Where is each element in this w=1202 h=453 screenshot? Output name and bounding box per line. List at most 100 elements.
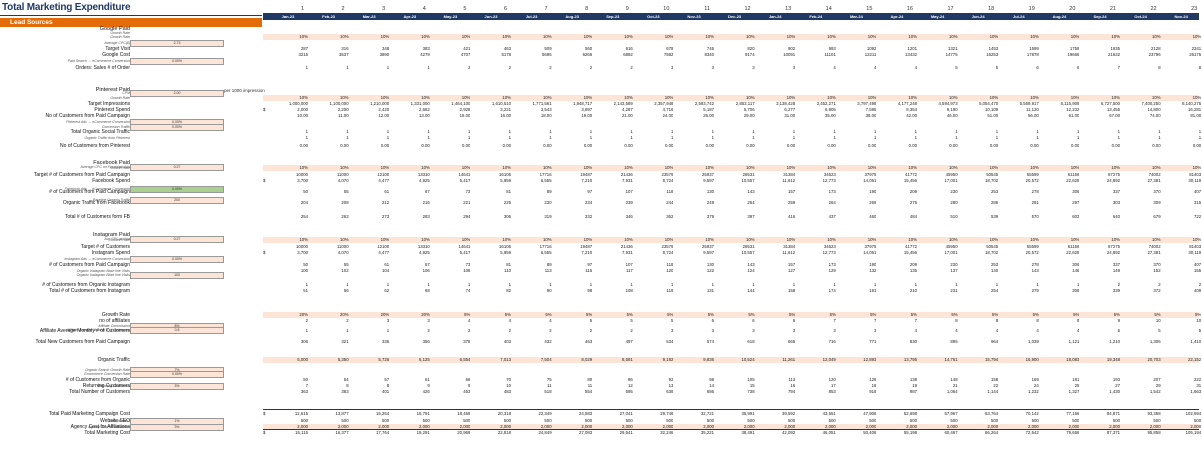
cell-value[interactable]: 500 bbox=[422, 418, 430, 423]
cell-value[interactable]: 5 bbox=[1198, 328, 1202, 333]
cell-value[interactable]: 1 bbox=[589, 129, 593, 134]
cell-value[interactable]: 8 bbox=[386, 383, 390, 388]
cell-value[interactable]: 500 bbox=[706, 418, 714, 423]
cell-value[interactable]: 6 bbox=[792, 318, 796, 323]
cell-value[interactable]: 54 bbox=[343, 377, 349, 382]
cell-value[interactable]: 10% bbox=[908, 165, 917, 170]
cell-value[interactable]: 24,849 bbox=[538, 430, 552, 435]
cell-value[interactable]: 10% bbox=[786, 95, 796, 100]
cell-value[interactable]: 1 bbox=[1077, 282, 1080, 287]
cell-value[interactable]: 157 bbox=[788, 189, 796, 194]
cell-value[interactable]: 337 bbox=[1112, 262, 1120, 267]
cell-value[interactable]: 1 bbox=[346, 65, 349, 70]
cell-value[interactable]: 1,121 bbox=[1068, 339, 1080, 344]
cell-value[interactable]: 4 bbox=[833, 65, 836, 70]
cell-value[interactable]: 10% bbox=[786, 237, 796, 242]
cell-value[interactable]: 1,663 bbox=[1190, 389, 1202, 394]
cell-value[interactable]: 5% bbox=[504, 312, 511, 317]
cell-value[interactable]: 4,925 bbox=[419, 250, 430, 255]
cell-value[interactable]: 306 bbox=[300, 339, 308, 344]
cell-value[interactable]: 0.00 bbox=[340, 143, 349, 148]
cell-value[interactable]: 10% bbox=[745, 95, 755, 100]
cell-value[interactable]: 383 bbox=[422, 46, 430, 51]
cell-value[interactable]: 2 bbox=[305, 318, 308, 323]
cell-value[interactable]: 7,400,250 bbox=[1141, 101, 1161, 106]
cell-value[interactable]: 5% bbox=[545, 312, 552, 317]
cell-value[interactable]: 0.00 bbox=[1192, 143, 1202, 148]
cell-value[interactable]: 10% bbox=[299, 237, 308, 242]
input-field[interactable]: 0.27 bbox=[130, 164, 224, 171]
cell-value[interactable]: 37975 bbox=[864, 172, 877, 177]
cell-value[interactable]: 10000 bbox=[296, 244, 308, 249]
cell-value[interactable]: 7 bbox=[1117, 65, 1120, 70]
cell-value[interactable]: 1 bbox=[1158, 129, 1161, 134]
cell-value[interactable]: 1 bbox=[752, 282, 755, 287]
cell-value[interactable]: 10% bbox=[542, 165, 552, 170]
cell-value[interactable]: 11,120 bbox=[1025, 107, 1039, 112]
cell-value[interactable]: 108 bbox=[463, 268, 471, 273]
cell-value[interactable]: 10,109 bbox=[985, 107, 999, 112]
input-field[interactable]: 0.00% bbox=[130, 256, 224, 263]
cell-value[interactable]: 918 bbox=[869, 389, 877, 394]
cell-value[interactable]: 0.00 bbox=[989, 143, 999, 148]
cell-value[interactable]: 13432 bbox=[905, 52, 917, 57]
cell-value[interactable]: 303 bbox=[1112, 200, 1120, 205]
cell-value[interactable]: 84,871 bbox=[1106, 411, 1120, 416]
cell-value[interactable]: 6,727,500 bbox=[1100, 101, 1120, 106]
input-field[interactable]: 100 bbox=[130, 272, 224, 279]
cell-value[interactable]: 15 bbox=[749, 383, 755, 388]
cell-value[interactable]: 234 bbox=[585, 200, 593, 205]
cell-value[interactable]: 174 bbox=[828, 288, 836, 293]
cell-value[interactable]: 89 bbox=[546, 189, 552, 194]
cell-value[interactable]: 379 bbox=[706, 214, 714, 219]
cell-value[interactable]: 348 bbox=[382, 46, 390, 51]
cell-value[interactable]: 81 bbox=[506, 189, 511, 194]
cell-value[interactable]: 316 bbox=[341, 46, 349, 51]
cell-value[interactable]: 8,724 bbox=[662, 178, 674, 183]
cell-value[interactable]: 10% bbox=[624, 237, 633, 242]
cell-value[interactable]: 254 bbox=[991, 288, 999, 293]
cell-value[interactable]: 1 bbox=[1117, 135, 1120, 140]
input-field[interactable]: 0.00% bbox=[130, 371, 224, 378]
cell-value[interactable]: 11.00 bbox=[338, 113, 349, 118]
cell-value[interactable]: 7,210 bbox=[581, 178, 593, 183]
cell-value[interactable]: 12,615 bbox=[294, 411, 308, 416]
cell-value[interactable]: 5% bbox=[829, 312, 836, 317]
cell-value[interactable]: 10,557 bbox=[741, 250, 755, 255]
cell-value[interactable]: 10% bbox=[339, 34, 349, 39]
cell-value[interactable]: 10% bbox=[339, 165, 349, 170]
cell-value[interactable]: 6892 bbox=[623, 52, 633, 57]
cell-value[interactable]: 0.00 bbox=[665, 143, 674, 148]
cell-value[interactable]: 35,221 bbox=[700, 430, 714, 435]
cell-value[interactable]: 500 bbox=[544, 418, 552, 423]
cell-value[interactable]: 98 bbox=[587, 288, 593, 293]
cell-value[interactable]: 2 bbox=[1158, 282, 1161, 287]
cell-value[interactable]: 3 bbox=[874, 328, 877, 333]
cell-value[interactable]: 10% bbox=[948, 237, 958, 242]
cell-value[interactable]: 20,572 bbox=[1025, 250, 1039, 255]
cell-value[interactable]: 1 bbox=[346, 129, 349, 134]
cell-value[interactable]: 10% bbox=[339, 95, 349, 100]
cell-value[interactable]: 12.00 bbox=[378, 113, 390, 118]
cell-value[interactable]: 12100 bbox=[377, 244, 390, 249]
cell-value[interactable]: 10% bbox=[948, 165, 958, 170]
input-field[interactable]: 200 bbox=[130, 197, 224, 204]
cell-value[interactable]: 24,892 bbox=[1106, 178, 1120, 183]
cell-value[interactable]: 686 bbox=[706, 389, 714, 394]
cell-value[interactable]: 10% bbox=[908, 95, 917, 100]
cell-value[interactable]: 10% bbox=[989, 34, 999, 39]
cell-value[interactable]: 1935 bbox=[1110, 46, 1120, 51]
cell-value[interactable]: 1 bbox=[427, 129, 430, 134]
cell-value[interactable]: 0.00 bbox=[949, 143, 958, 148]
cell-value[interactable]: 738 bbox=[747, 389, 755, 394]
cell-value[interactable]: 100 bbox=[300, 268, 308, 273]
cell-value[interactable]: 306 bbox=[503, 214, 511, 219]
cell-value[interactable]: 37975 bbox=[864, 244, 877, 249]
cell-value[interactable]: 13 bbox=[668, 383, 674, 388]
cell-value[interactable]: 12,232 bbox=[1066, 107, 1080, 112]
cell-value[interactable]: 1 bbox=[833, 135, 836, 140]
cell-value[interactable]: 73 bbox=[465, 189, 471, 194]
cell-value[interactable]: 0.00 bbox=[746, 143, 755, 148]
cell-value[interactable]: 463 bbox=[503, 46, 511, 51]
cell-value[interactable]: 10% bbox=[1030, 165, 1039, 170]
